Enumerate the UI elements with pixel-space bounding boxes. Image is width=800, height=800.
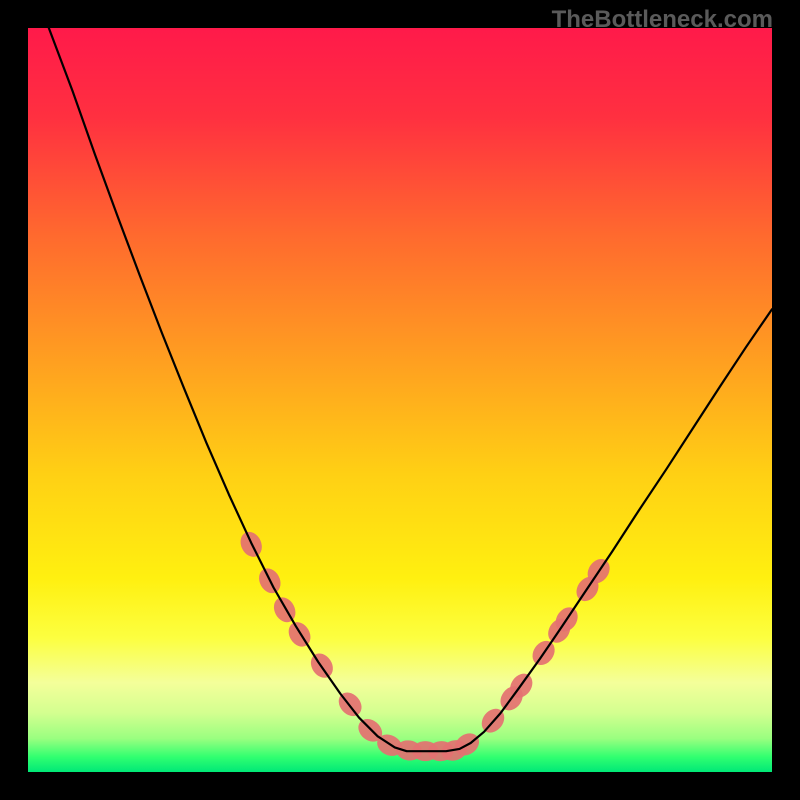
figure-root: TheBottleneck.com [0, 0, 800, 800]
bottleneck-chart [0, 0, 800, 800]
watermark-label: TheBottleneck.com [552, 6, 773, 34]
plot-gradient-background [28, 28, 772, 772]
